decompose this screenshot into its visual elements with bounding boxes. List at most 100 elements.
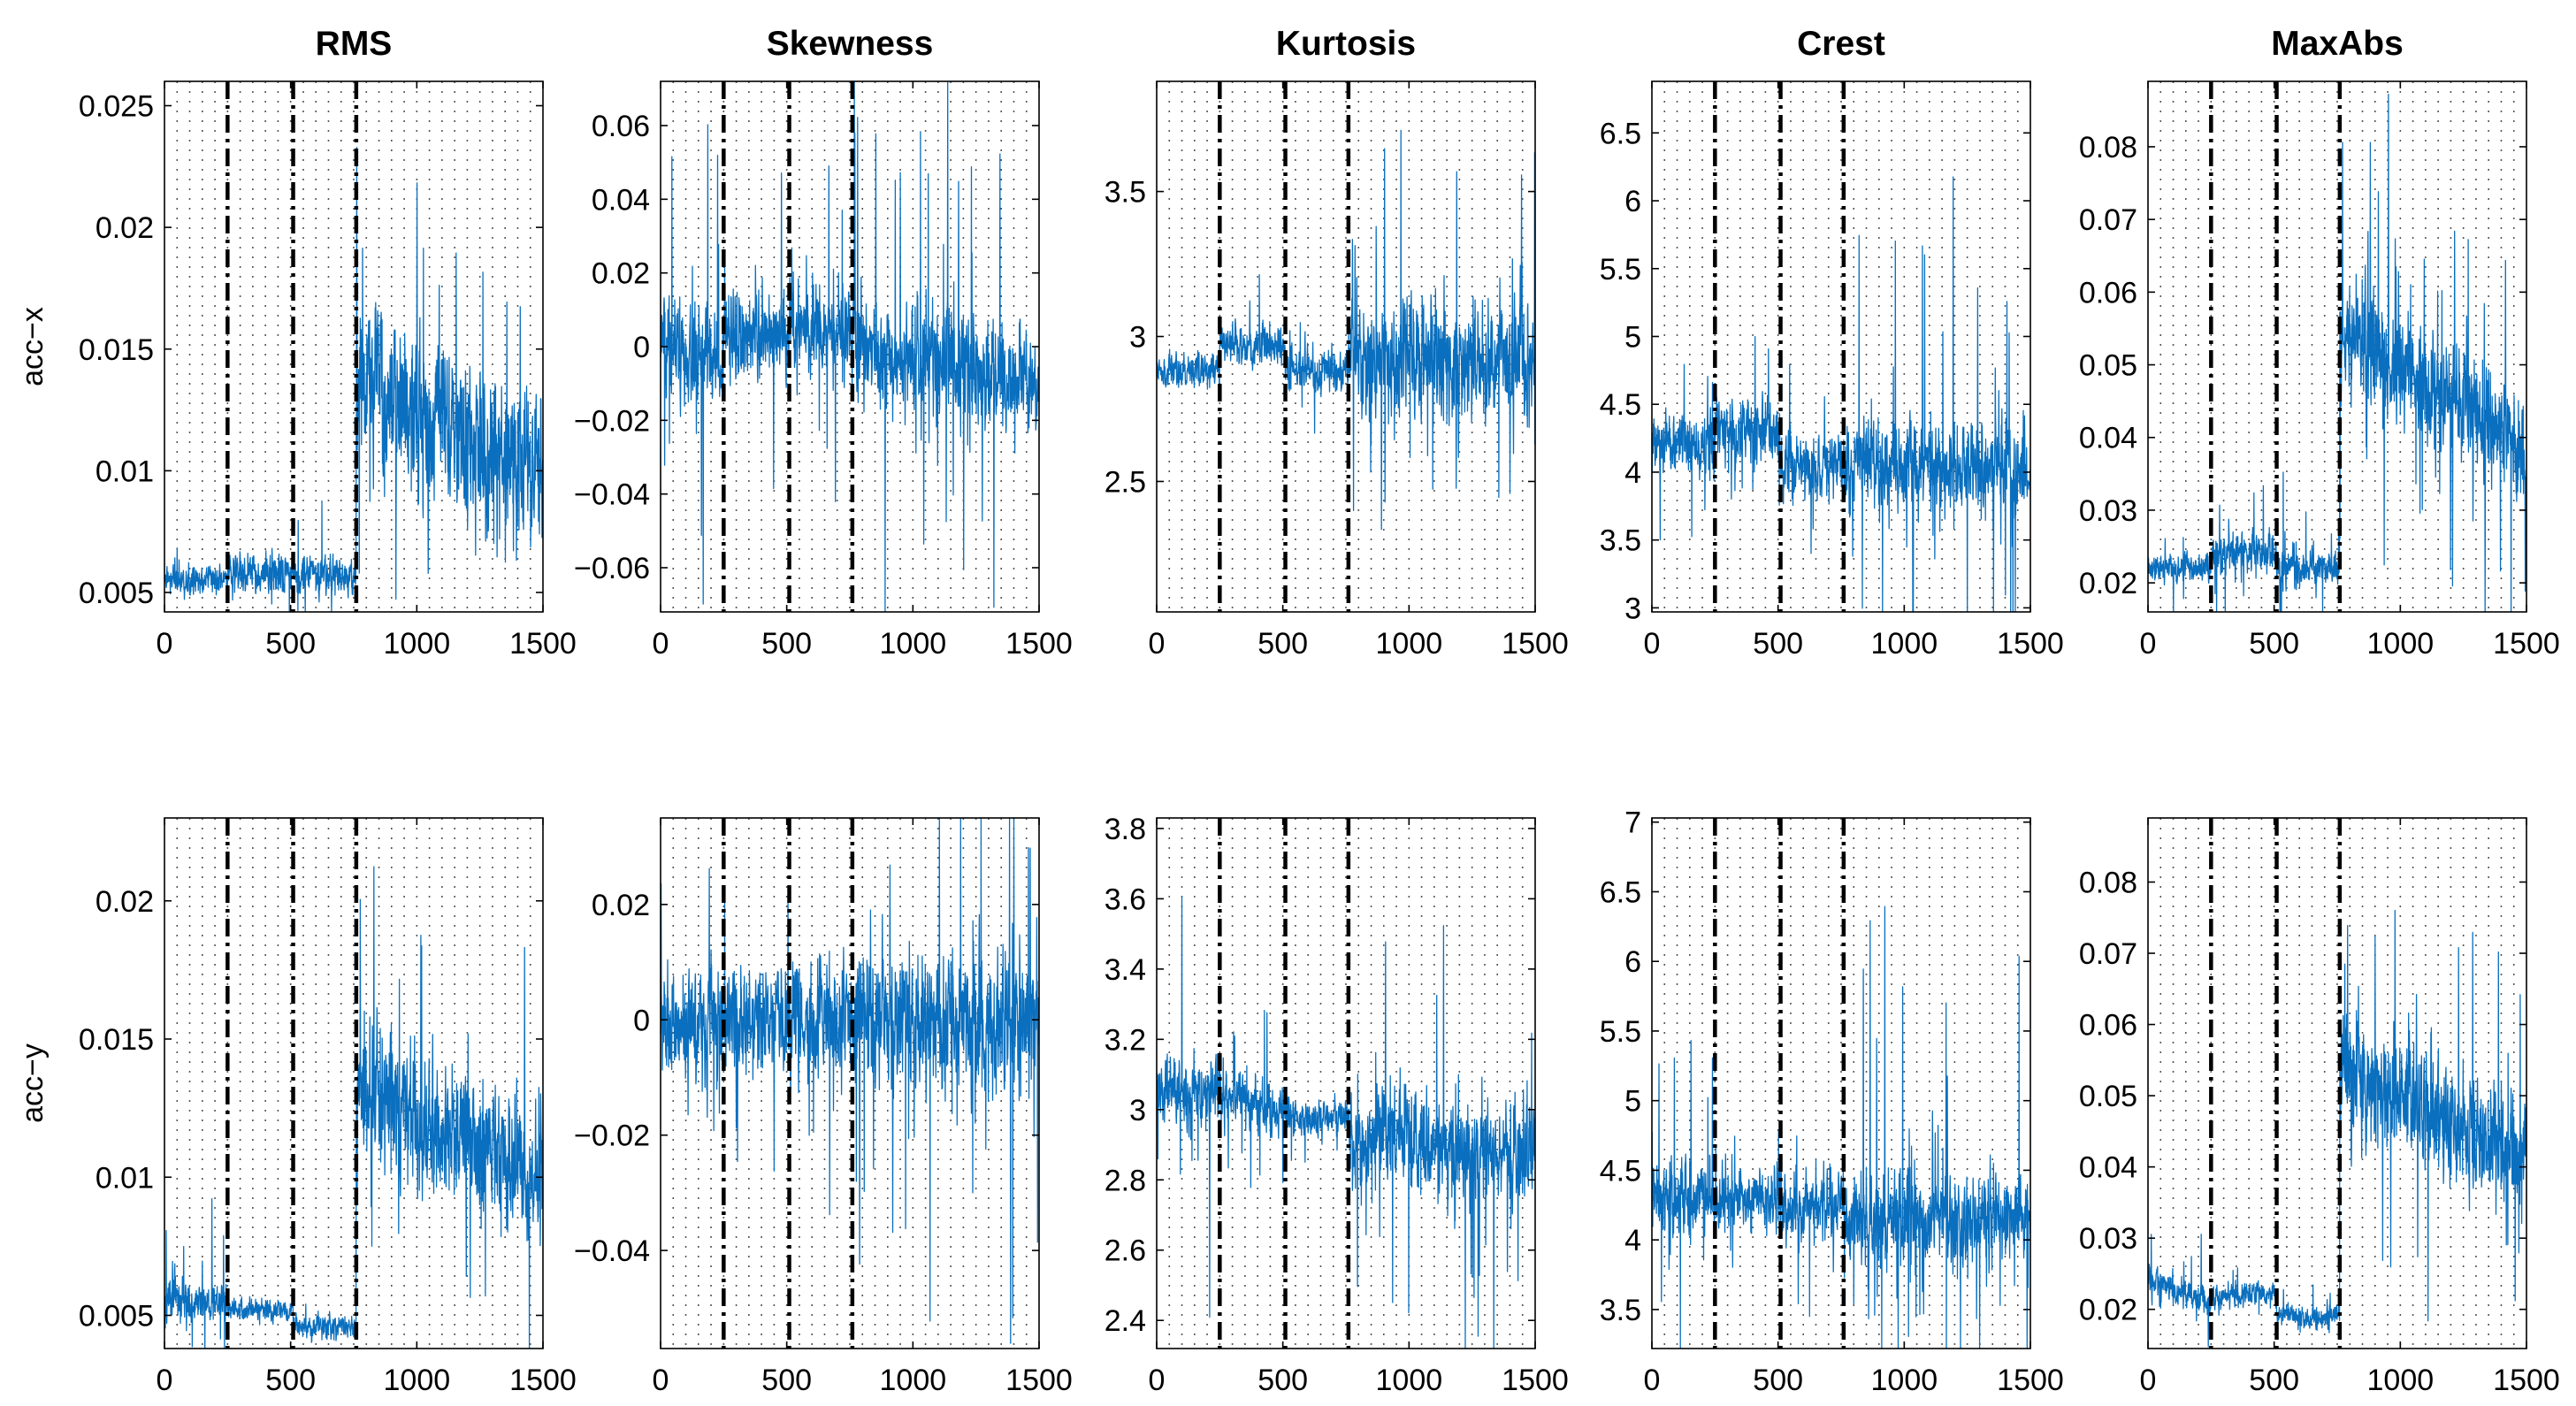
y-tick-label: 3.4: [1105, 953, 1146, 987]
row-label-acc-x: acc−x: [16, 307, 50, 386]
plot-frame-acc-x-maxabs: [2147, 80, 2527, 613]
y-tick-label: 3.6: [1105, 883, 1146, 916]
x-tick-label: 0: [2140, 1364, 2157, 1397]
x-tick-label: 1000: [1871, 627, 1938, 661]
y-tick-label: 3.8: [1105, 813, 1146, 846]
x-tick-label: 1500: [2493, 1364, 2560, 1397]
x-tick-label: 1500: [2493, 627, 2560, 661]
x-tick-label: 0: [157, 1364, 173, 1397]
y-tick-label: 7: [1624, 806, 1641, 840]
y-tick-label: −0.04: [574, 1234, 650, 1268]
x-tick-label: 0: [1149, 627, 1166, 661]
y-tick-label: 0.08: [2079, 131, 2137, 164]
x-tick-label: 500: [265, 1364, 316, 1397]
x-tick-label: 0: [2140, 627, 2157, 661]
x-tick-label: 1000: [2367, 1364, 2435, 1397]
y-tick-label: 2.4: [1105, 1304, 1146, 1338]
x-tick-label: 1500: [1997, 627, 2064, 661]
plot-frame-acc-x-crest: [1651, 80, 2031, 613]
x-tick-label: 0: [653, 1364, 669, 1397]
y-tick-label: 0.07: [2079, 937, 2137, 971]
y-tick-label: 6.5: [1600, 117, 1641, 150]
y-tick-label: 0.05: [2079, 1080, 2137, 1113]
y-tick-label: 0.005: [79, 577, 154, 610]
x-tick-label: 1500: [1997, 1364, 2064, 1397]
plot-frame-acc-y-skewness: [660, 817, 1040, 1349]
y-tick-label: 0.02: [592, 889, 650, 922]
x-tick-label: 1000: [384, 1364, 451, 1397]
x-tick-label: 0: [157, 627, 173, 661]
column-title-skewness: Skewness: [767, 25, 934, 63]
x-tick-label: 0: [1149, 1364, 1166, 1397]
plot-frame-acc-y-maxabs: [2147, 817, 2527, 1349]
x-tick-label: 1000: [880, 627, 947, 661]
x-tick-label: 0: [653, 627, 669, 661]
y-tick-label: 0.04: [2079, 422, 2137, 455]
y-tick-label: 2.8: [1105, 1164, 1146, 1197]
y-tick-label: 0.02: [96, 885, 154, 919]
y-tick-label: 3: [1624, 592, 1641, 625]
y-tick-label: 0.04: [592, 183, 650, 217]
y-tick-label: 0.07: [2079, 203, 2137, 237]
y-tick-label: 0.02: [96, 211, 154, 245]
series-line-acc-y-maxabs: [2147, 909, 2527, 1348]
y-tick-label: 4: [1624, 456, 1641, 490]
x-tick-label: 0: [1644, 1364, 1661, 1397]
x-tick-label: 1000: [1376, 1364, 1443, 1397]
y-tick-label: 0: [633, 1004, 650, 1037]
column-title-maxabs: MaxAbs: [2271, 25, 2404, 63]
x-tick-label: 1500: [1502, 1364, 1569, 1397]
plot-frame-acc-y-rms: [164, 817, 544, 1349]
y-tick-label: 6: [1624, 185, 1641, 218]
column-title-rms: RMS: [316, 25, 393, 63]
y-tick-label: 0.015: [79, 1023, 154, 1057]
plot-frame-acc-y-crest: [1651, 817, 2031, 1349]
x-tick-label: 500: [2249, 1364, 2299, 1397]
row-label-acc-y: acc−y: [16, 1043, 50, 1123]
y-tick-label: 0.06: [2079, 1009, 2137, 1043]
y-tick-label: 0.06: [2079, 276, 2137, 309]
y-tick-label: 0: [633, 331, 650, 364]
x-tick-label: 500: [1753, 1364, 1803, 1397]
y-tick-label: 2.5: [1105, 465, 1146, 499]
y-tick-label: 6.5: [1600, 875, 1641, 909]
x-tick-label: 1500: [1005, 1364, 1073, 1397]
series-line-acc-y-kurtosis: [1156, 896, 1536, 1349]
y-tick-label: 0.015: [79, 333, 154, 367]
x-tick-label: 500: [761, 1364, 812, 1397]
y-tick-label: 3.5: [1105, 176, 1146, 210]
x-tick-label: 1500: [509, 627, 577, 661]
x-tick-label: 1000: [1871, 1364, 1938, 1397]
y-tick-label: 4.5: [1600, 388, 1641, 422]
y-tick-label: 3.2: [1105, 1023, 1146, 1057]
x-tick-label: 1000: [880, 1364, 947, 1397]
x-tick-label: 500: [1753, 627, 1803, 661]
plot-frame-acc-x-rms: [164, 80, 544, 613]
y-tick-label: 5: [1624, 1085, 1641, 1119]
series-line-acc-x-rms: [164, 147, 544, 613]
series-line-acc-x-maxabs: [2147, 93, 2527, 613]
y-tick-label: 3: [1129, 1094, 1146, 1127]
y-tick-label: 0.02: [592, 257, 650, 291]
y-tick-label: 5.5: [1600, 1015, 1641, 1049]
y-tick-label: 0.08: [2079, 866, 2137, 899]
y-tick-label: 0.06: [592, 110, 650, 143]
x-tick-label: 500: [761, 627, 812, 661]
x-tick-label: 500: [1257, 627, 1308, 661]
y-tick-label: 4: [1624, 1224, 1641, 1257]
x-tick-label: 1500: [1502, 627, 1569, 661]
y-tick-label: 3.5: [1600, 1294, 1641, 1327]
y-tick-label: 0.01: [96, 1161, 154, 1195]
x-tick-label: 0: [1644, 627, 1661, 661]
y-tick-label: 4.5: [1600, 1154, 1641, 1188]
x-tick-label: 500: [2249, 627, 2299, 661]
plot-frame-acc-y-kurtosis: [1156, 817, 1536, 1349]
y-tick-label: 5: [1624, 320, 1641, 354]
y-tick-label: 3: [1129, 321, 1146, 355]
series-line-acc-y-crest: [1651, 905, 2031, 1349]
x-tick-label: 1000: [384, 627, 451, 661]
y-tick-label: 0.01: [96, 455, 154, 488]
y-tick-label: −0.06: [574, 552, 650, 585]
column-title-kurtosis: Kurtosis: [1276, 25, 1416, 63]
